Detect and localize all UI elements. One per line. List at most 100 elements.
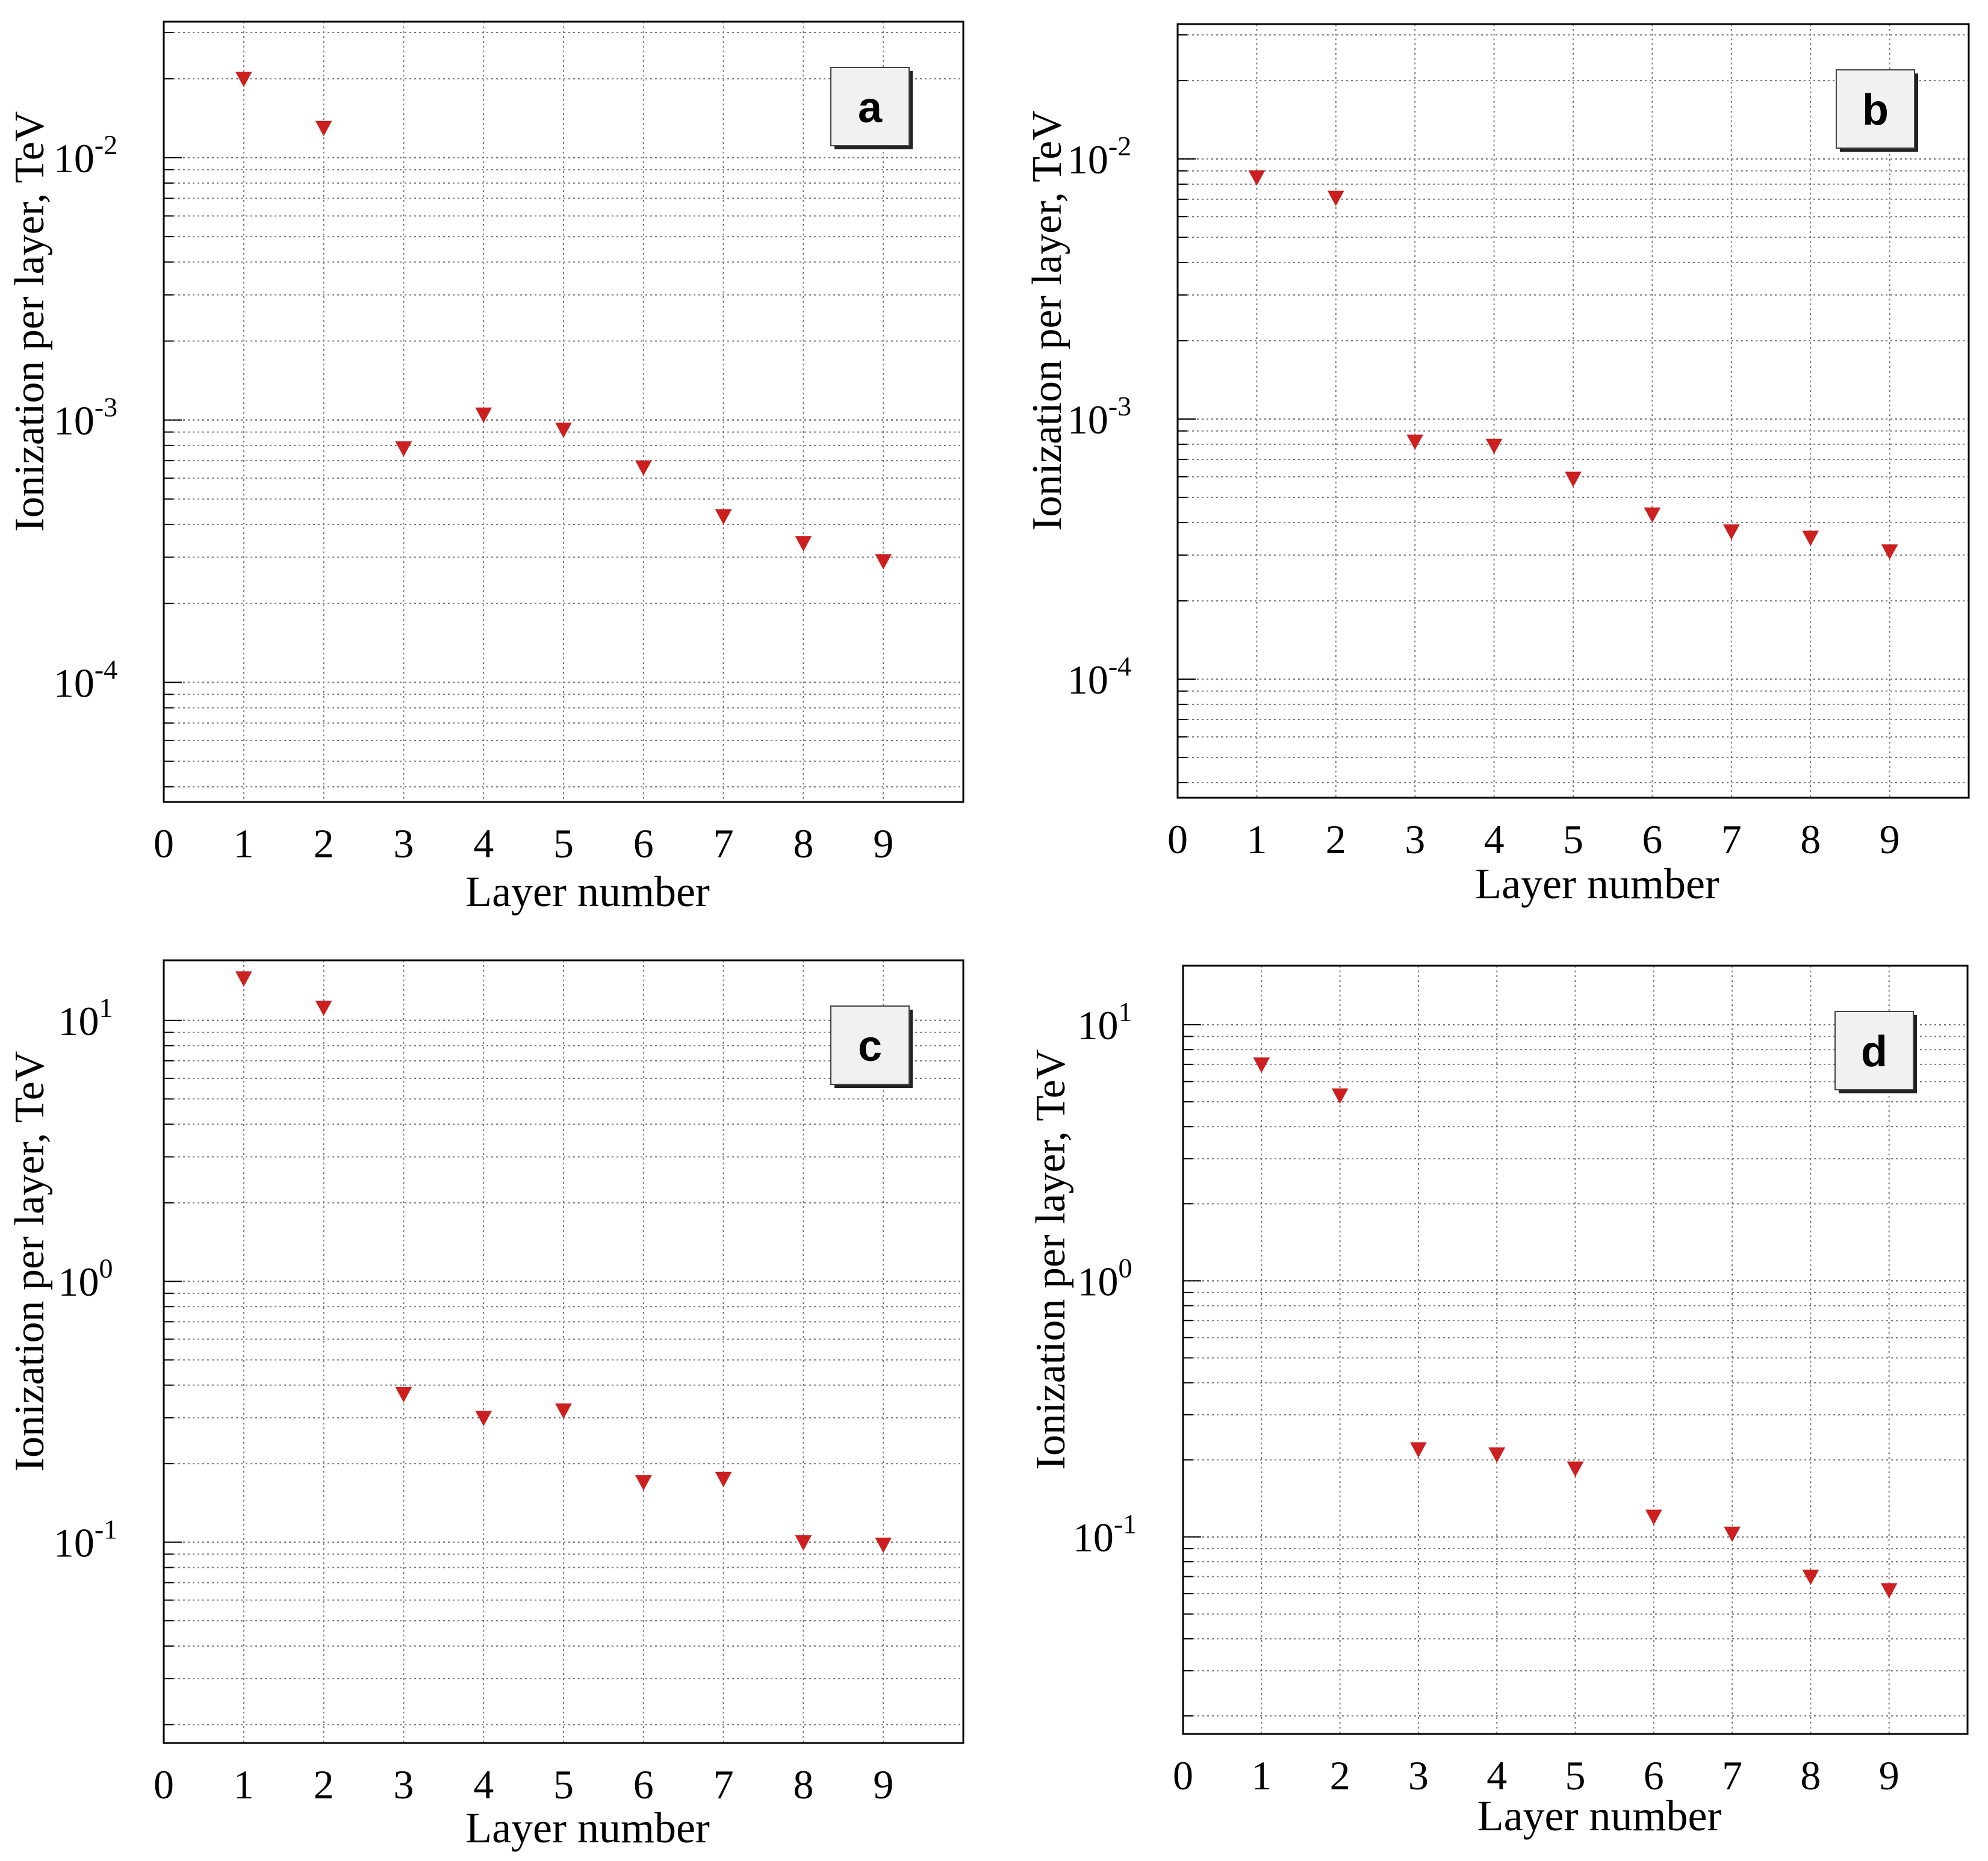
- x-tick-label: 5: [1565, 1753, 1586, 1798]
- data-point: [715, 509, 732, 525]
- data-point: [1645, 1509, 1662, 1526]
- data-point: [635, 1475, 652, 1491]
- data-point: [315, 120, 332, 137]
- panel-c: 0 1 2 3 4 5 6 7 8 9 10-1 100 101 Layer number Ionizati…: [7, 959, 964, 1852]
- data-point: [1331, 1088, 1349, 1104]
- y-tick-label: 101: [1078, 996, 1132, 1048]
- data-point: [1410, 1442, 1427, 1458]
- y-tick-label: 10-4: [1067, 651, 1131, 703]
- data-point: [795, 536, 812, 551]
- x-tick-label: 2: [1326, 816, 1346, 862]
- x-tick-label: 0: [154, 821, 174, 866]
- x-axis-label: Layer number: [465, 1804, 710, 1852]
- x-tick-label: 7: [1722, 1753, 1742, 1798]
- x-tick-label: 1: [1251, 1753, 1272, 1798]
- panel-badge-label: b: [1862, 86, 1889, 134]
- data-point: [1802, 1570, 1819, 1585]
- x-tick-label: 0: [1173, 1753, 1193, 1798]
- data-point: [315, 1001, 332, 1016]
- panel-badge-label: d: [1861, 1028, 1887, 1076]
- data-point: [1802, 530, 1819, 547]
- panel-badge-label: a: [858, 84, 883, 132]
- data-point: [235, 72, 252, 87]
- x-tick-label: 4: [1486, 1753, 1507, 1798]
- data-point: [1565, 471, 1582, 488]
- x-tick-label: 1: [234, 821, 254, 866]
- data-point: [1722, 524, 1740, 540]
- x-tick-label: 1: [1246, 816, 1267, 862]
- data-point: [1880, 1583, 1898, 1599]
- x-tick-label: 6: [633, 1762, 654, 1807]
- y-axis-label: Ionization per layer, TeV: [7, 111, 53, 532]
- data-point: [875, 554, 892, 570]
- data-point: [1327, 190, 1344, 207]
- x-tick-label: 0: [154, 1762, 174, 1807]
- x-tick-label: 3: [393, 821, 414, 866]
- x-axis-label: Layer number: [465, 868, 710, 916]
- y-axis-label: Ionization per layer, TeV: [1024, 110, 1070, 531]
- x-tick-label: 5: [553, 1762, 574, 1807]
- data-point: [1253, 1057, 1270, 1073]
- x-tick-label: 9: [873, 821, 893, 866]
- x-tick-label: 7: [713, 1762, 734, 1807]
- data-point: [235, 971, 252, 987]
- x-tick-label: 6: [1644, 1753, 1664, 1798]
- x-tick-label: 8: [793, 1762, 813, 1807]
- y-tick-label: 10-3: [1067, 391, 1131, 443]
- data-point: [1644, 507, 1661, 523]
- data-point: [1485, 438, 1503, 455]
- x-tick-label: 9: [1879, 1753, 1899, 1798]
- y-tick-label: 101: [58, 992, 113, 1044]
- x-tick-label: 7: [1721, 816, 1742, 862]
- data-point: [1724, 1526, 1741, 1543]
- data-point: [555, 422, 572, 438]
- panel-badge: [830, 67, 910, 146]
- y-tick-label: 10-2: [1067, 131, 1131, 182]
- data-point: [475, 1411, 492, 1426]
- x-tick-label: 4: [473, 821, 494, 866]
- data-point: [1881, 544, 1898, 560]
- x-tick-label: 5: [1563, 816, 1583, 862]
- x-tick-label: 1: [234, 1762, 254, 1807]
- data-point: [715, 1471, 732, 1488]
- data-point: [875, 1537, 892, 1553]
- x-tick-label: 9: [1880, 816, 1900, 862]
- data-point: [475, 407, 492, 423]
- data-point: [1567, 1461, 1584, 1477]
- plot-frame: [163, 959, 964, 1744]
- x-tick-label: 6: [1642, 816, 1662, 862]
- x-axis-label: Layer number: [1477, 1792, 1722, 1840]
- panel-badge: [1834, 1011, 1914, 1090]
- data-point: [395, 441, 412, 457]
- x-axis-label: Layer number: [1475, 860, 1719, 908]
- x-tick-label: 7: [713, 821, 734, 866]
- x-tick-label: 8: [793, 821, 813, 866]
- x-tick-label: 3: [1405, 816, 1425, 862]
- data-point: [395, 1387, 412, 1403]
- plot-frame: [163, 20, 964, 803]
- data-point: [635, 460, 652, 476]
- x-tick-label: 8: [1800, 1753, 1821, 1798]
- panel-badge: [1836, 69, 1915, 149]
- x-tick-label: 0: [1167, 816, 1188, 862]
- y-tick-label: 10-4: [54, 654, 117, 706]
- y-axis-label: Ionization per layer, TeV: [1028, 1049, 1074, 1470]
- x-tick-label: 8: [1800, 816, 1821, 862]
- panel-badge-label: c: [858, 1022, 882, 1070]
- y-tick-label: 100: [58, 1253, 113, 1305]
- x-tick-label: 2: [314, 821, 334, 866]
- x-tick-label: 3: [1408, 1753, 1429, 1798]
- y-tick-label: 10-3: [54, 392, 117, 444]
- plot-frame: [1182, 965, 1969, 1735]
- data-point: [555, 1403, 572, 1419]
- x-tick-label: 6: [633, 821, 654, 866]
- x-tick-label: 3: [393, 1762, 414, 1807]
- y-tick-label: 10-1: [1073, 1509, 1137, 1561]
- panel-d: 0 1 2 3 4 5 6 7 8 9 10-1 100 101 Layer number Ionizati…: [1028, 965, 1969, 1840]
- panel-b: 0 1 2 3 4 5 6 7 8 9 10-4 10-3 10-2 Layer number Ioniza…: [1024, 23, 1970, 908]
- data-point: [1488, 1447, 1506, 1463]
- x-tick-label: 2: [1330, 1753, 1350, 1798]
- data-point: [795, 1535, 812, 1551]
- y-tick-label: 100: [1078, 1252, 1132, 1304]
